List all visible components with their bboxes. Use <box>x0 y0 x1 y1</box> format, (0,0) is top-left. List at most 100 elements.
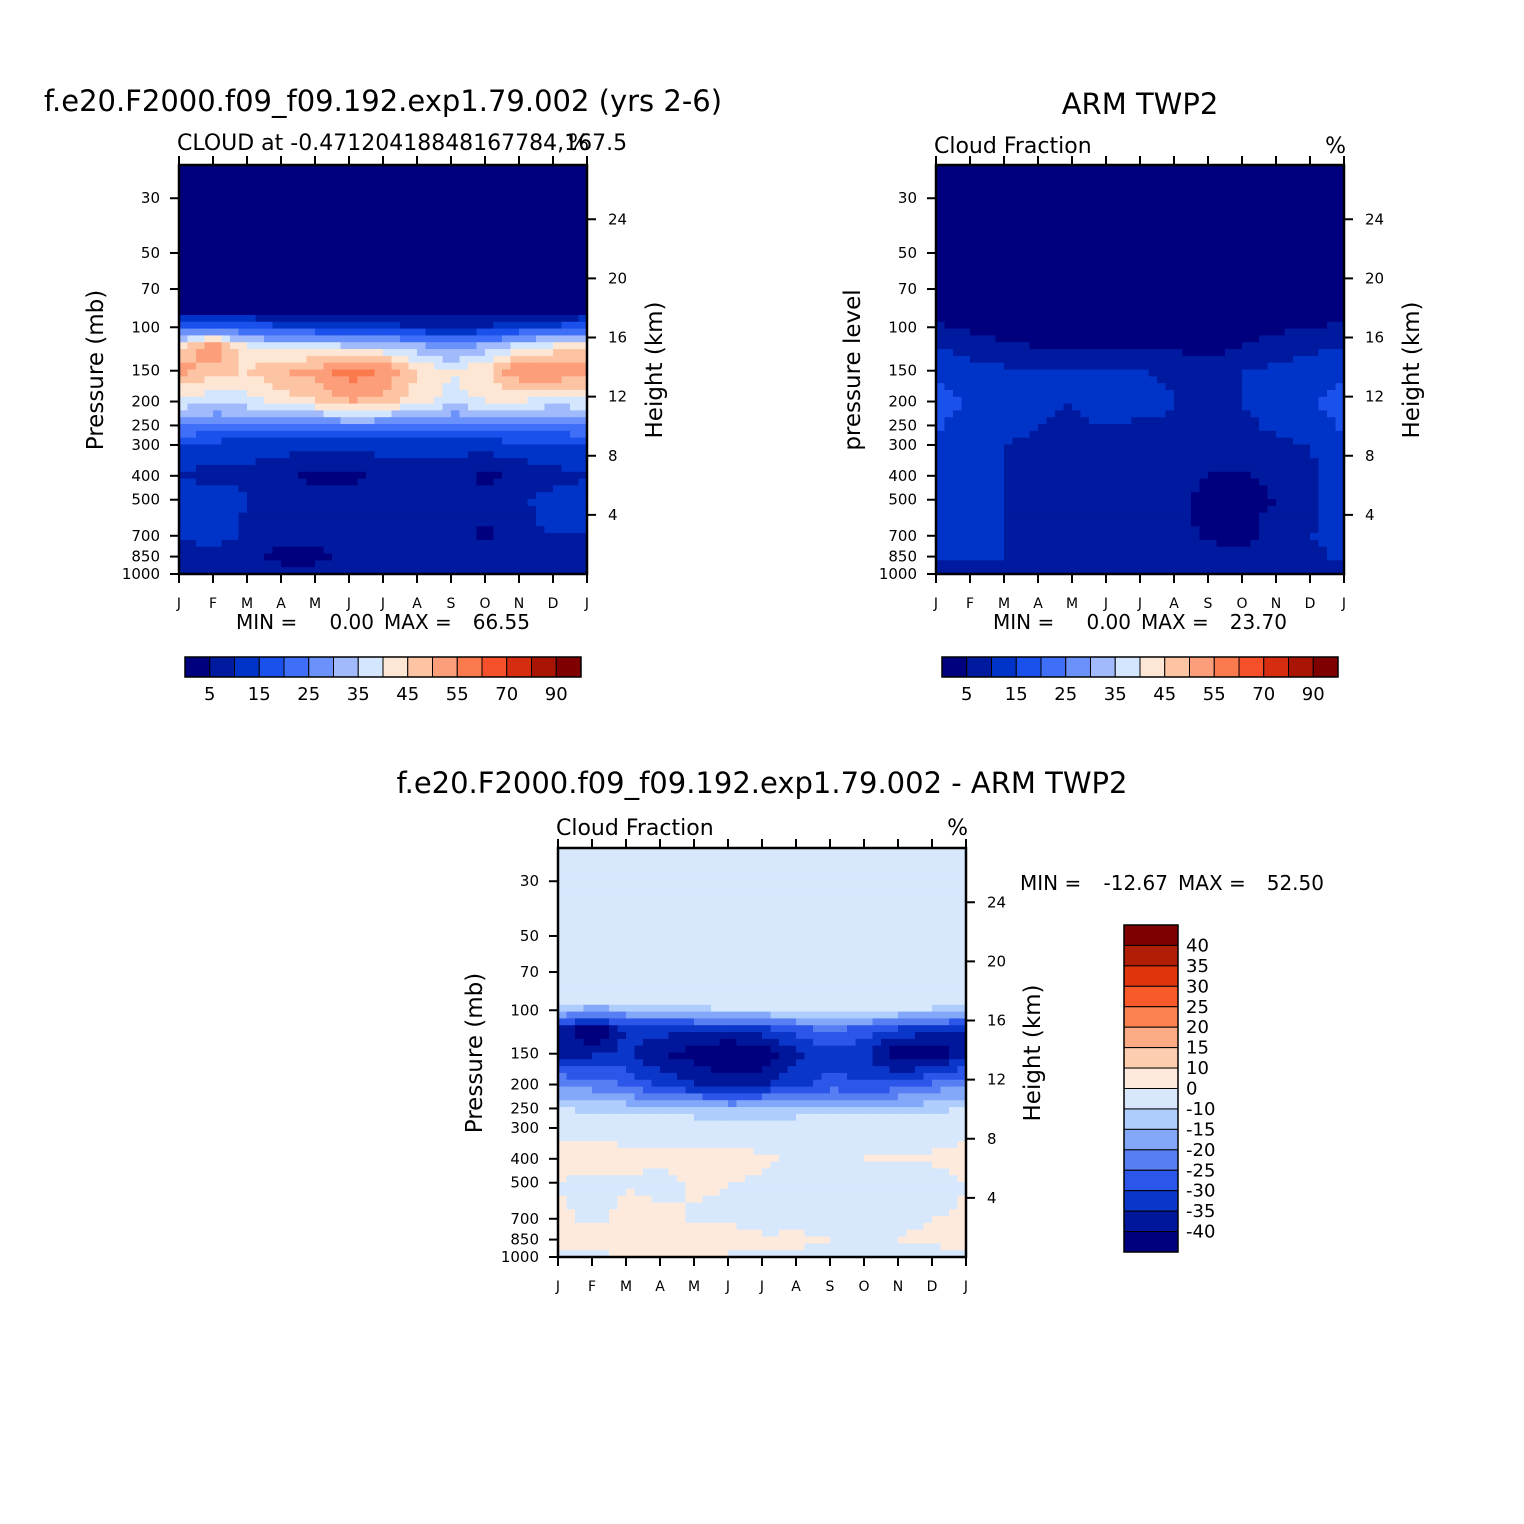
contour-cell <box>264 383 274 391</box>
contour-cell <box>221 253 231 262</box>
y-tick-label-right: 12 <box>608 388 627 406</box>
contour-cell <box>995 287 1005 296</box>
contour-cell <box>383 396 393 405</box>
contour-cell <box>1097 233 1107 241</box>
contour-cell <box>527 519 537 527</box>
contour-cell <box>408 424 418 432</box>
contour-cell <box>1225 437 1235 446</box>
contour-cell <box>417 171 427 180</box>
contour-cell <box>485 301 495 309</box>
contour-cell <box>255 519 265 527</box>
contour-cell <box>570 376 580 384</box>
contour-cell <box>332 424 342 432</box>
contour-cell <box>238 437 248 446</box>
contour-cell <box>1335 287 1345 296</box>
contour-cell <box>391 424 401 432</box>
contour-cell <box>1225 369 1235 377</box>
contour-cell <box>196 478 206 486</box>
contour-cell <box>468 239 478 248</box>
contour-cell <box>1250 424 1260 432</box>
contour-cell <box>1174 199 1184 207</box>
contour-cell <box>527 505 537 514</box>
contour-cell <box>459 321 469 330</box>
contour-cell <box>1140 335 1150 343</box>
contour-cell <box>357 444 367 452</box>
contour-cell <box>281 389 291 398</box>
contour-cell <box>1267 185 1277 193</box>
contour-cell <box>570 410 580 418</box>
contour-cell <box>995 308 1005 316</box>
contour-cell <box>561 219 571 227</box>
contour-cell <box>1029 376 1039 384</box>
contour-cell <box>400 376 410 384</box>
contour-cell <box>1335 294 1345 302</box>
contour-cell <box>1029 430 1039 439</box>
contour-cell <box>1301 389 1311 398</box>
contour-cell <box>272 328 282 337</box>
contour-cell <box>434 165 444 173</box>
contour-cell <box>961 178 971 187</box>
contour-cell <box>230 505 240 514</box>
contour-cell <box>1123 233 1133 241</box>
contour-cell <box>1267 294 1277 302</box>
contour-cell <box>1089 199 1099 207</box>
contour-cell <box>1174 389 1184 398</box>
contour-cell <box>510 239 520 248</box>
contour-cell <box>1055 430 1065 439</box>
contour-cell <box>264 424 274 432</box>
contour-cell <box>561 233 571 241</box>
contour-cell <box>1293 294 1303 302</box>
contour-cell <box>417 205 427 214</box>
contour-cell <box>1123 212 1133 221</box>
contour-cell <box>961 219 971 227</box>
contour-cell <box>1097 212 1107 221</box>
colorbar-swatch <box>531 656 557 678</box>
contour-cell <box>510 165 520 173</box>
contour-cell <box>1012 246 1022 255</box>
contour-cell <box>272 485 282 493</box>
contour-cell <box>1097 403 1107 411</box>
contour-cell <box>400 546 410 555</box>
contour-cell <box>970 171 980 180</box>
contour-cell <box>425 355 435 364</box>
contour-cell <box>255 471 265 480</box>
contour-cell <box>1038 301 1048 309</box>
contour-cell <box>1157 321 1167 330</box>
y-tick-label: 250 <box>131 416 160 434</box>
contour-cell <box>281 362 291 371</box>
contour-cell <box>272 389 282 398</box>
contour-cell <box>1140 253 1150 262</box>
contour-cell <box>204 239 214 248</box>
contour-cell <box>374 212 384 221</box>
contour-cell <box>1063 274 1073 282</box>
contour-cell <box>519 478 529 486</box>
contour-cell <box>179 410 189 418</box>
contour-cell <box>1199 349 1209 357</box>
contour-cell <box>1250 280 1260 289</box>
contour-cell <box>221 437 231 446</box>
contour-cell <box>425 492 435 500</box>
contour-cell <box>561 437 571 446</box>
contour-cell <box>527 410 537 418</box>
contour-cell <box>315 478 325 486</box>
contour-cell <box>1310 239 1320 248</box>
contour-cell <box>995 165 1005 173</box>
contour-cell <box>196 553 206 561</box>
contour-cell <box>527 533 537 541</box>
contour-cell <box>187 492 197 500</box>
contour-cell <box>272 274 282 282</box>
contour-cell <box>936 335 946 343</box>
contour-cell <box>1284 376 1294 384</box>
contour-cell <box>196 519 206 527</box>
contour-cell <box>1208 274 1218 282</box>
contour-cell <box>374 226 384 234</box>
contour-cell <box>1012 233 1022 241</box>
contour-cell <box>1318 321 1328 330</box>
contour-cell <box>417 417 427 425</box>
contour-cell <box>187 485 197 493</box>
contour-cell <box>1182 219 1192 227</box>
contour-cell <box>349 294 359 302</box>
contour-cell <box>298 485 308 493</box>
contour-cell <box>264 342 274 350</box>
contour-cell <box>553 526 563 534</box>
